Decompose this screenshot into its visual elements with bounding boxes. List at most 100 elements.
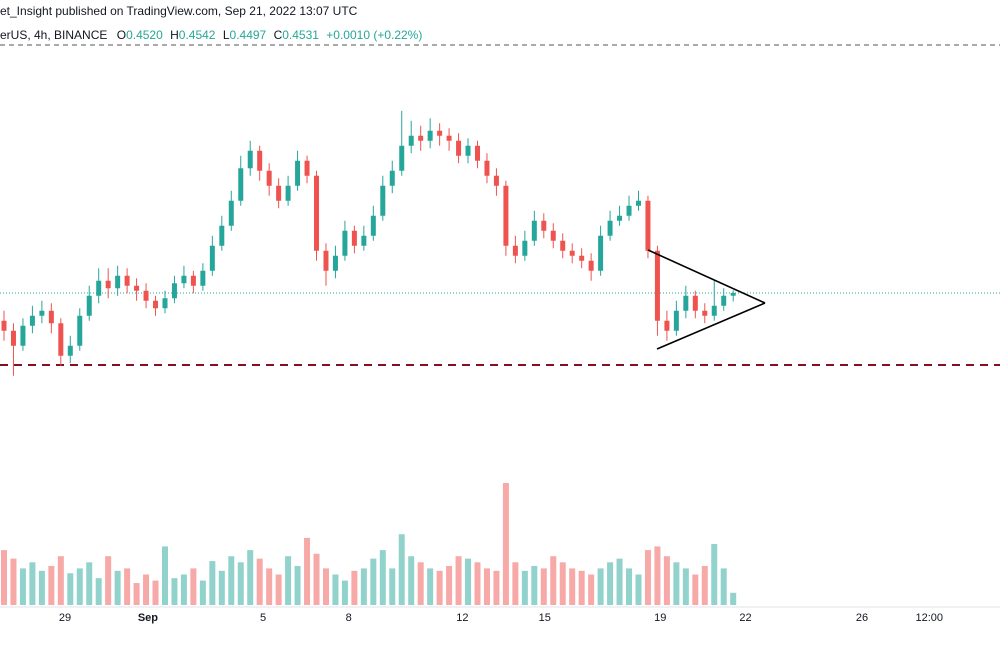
volume-bar <box>398 534 405 605</box>
volume-bar <box>531 565 538 605</box>
candle-body <box>380 185 386 216</box>
candle-body <box>664 320 670 331</box>
ohlc-key: L <box>223 28 230 42</box>
candle-body <box>115 275 121 289</box>
volume-bar <box>578 570 585 605</box>
volume-bar <box>692 574 699 605</box>
volume-bar <box>105 556 112 605</box>
candle-body <box>730 293 736 296</box>
volume-bar <box>19 568 26 605</box>
candle-body <box>96 280 102 296</box>
candle-body <box>522 240 528 256</box>
legend-line: erUS, 4h, BINANCE O0.4520 H0.4542 L0.449… <box>0 28 422 42</box>
candle-body <box>692 295 698 311</box>
candle-body <box>105 280 111 289</box>
candle-body <box>153 300 159 309</box>
candle-body <box>598 235 604 271</box>
candle-body <box>484 160 490 176</box>
candle-body <box>342 230 348 256</box>
candle-body <box>512 245 518 256</box>
candle-body <box>295 160 301 186</box>
symbol: erUS, 4h, BINANCE <box>0 28 107 42</box>
volume-bar <box>294 565 301 605</box>
x-tick-label: 19 <box>654 612 666 624</box>
volume-bar <box>711 544 718 605</box>
volume-bar <box>180 574 187 605</box>
candle-body <box>332 255 338 271</box>
candle-body <box>143 290 149 301</box>
candle-body <box>238 168 244 201</box>
volume-bar <box>228 556 235 605</box>
x-tick-label: 8 <box>346 612 352 624</box>
candle-body <box>247 150 253 169</box>
volume-bar <box>512 562 519 605</box>
candle-body <box>683 295 689 311</box>
volume-bar <box>483 568 490 605</box>
candle-body <box>569 250 575 256</box>
volume-bar <box>389 568 396 605</box>
candle-body <box>39 310 45 316</box>
volume-bar <box>607 562 614 605</box>
volume-bar <box>275 574 282 605</box>
candle-body <box>418 135 424 141</box>
volume-bar <box>332 574 339 605</box>
candle-body <box>721 295 727 306</box>
triangle-lower <box>656 302 766 350</box>
volume-bar <box>673 562 680 605</box>
candle-body <box>427 130 433 141</box>
candle-body <box>579 255 585 261</box>
ohlc-key: H <box>170 28 179 42</box>
candle-body <box>48 310 54 324</box>
volume-bar <box>730 592 737 605</box>
x-tick-label: 29 <box>59 612 71 624</box>
volume-bar <box>436 570 443 605</box>
candle-body <box>673 310 679 331</box>
ohlc-key: O <box>117 28 126 42</box>
candle-body <box>190 275 196 286</box>
volume-bar <box>161 546 168 605</box>
volume-bar <box>124 568 131 605</box>
volume-bar <box>133 583 140 605</box>
candle-body <box>162 298 168 309</box>
volume-bar <box>10 558 17 605</box>
candle-body <box>550 230 556 241</box>
candle-body <box>276 185 282 201</box>
candle-body <box>361 235 367 246</box>
volume-bar <box>67 573 74 605</box>
volume-bar <box>360 568 367 605</box>
volume-bar <box>379 550 386 605</box>
candle-body <box>257 150 263 171</box>
ohlc-value: 0.4497 <box>230 28 267 42</box>
candle-body <box>266 170 272 186</box>
volume-bar <box>86 562 93 605</box>
volume-bar <box>1 550 7 605</box>
volume-bar <box>266 568 273 605</box>
volume-bar <box>616 558 623 605</box>
candle-body <box>77 315 83 346</box>
volume-bar <box>114 570 121 605</box>
candle-body <box>228 200 234 226</box>
candle-body <box>209 245 215 271</box>
volume-bar <box>304 537 311 605</box>
triangle-upper <box>647 249 766 304</box>
volume-bar <box>76 568 83 605</box>
x-tick-label: 12 <box>456 612 468 624</box>
x-tick-label: 22 <box>739 612 751 624</box>
candle-body <box>1 320 7 331</box>
volume-bar <box>559 562 566 605</box>
candle-body <box>86 295 92 316</box>
volume-bar <box>209 561 216 605</box>
candle-body <box>446 135 452 141</box>
volume-bar <box>199 580 206 605</box>
candle-body <box>389 170 395 186</box>
volume-bar <box>370 558 377 605</box>
volume-bar <box>218 570 225 605</box>
volume-bar <box>701 565 708 605</box>
candle-body <box>370 215 376 236</box>
volume-bar <box>48 565 55 605</box>
x-tick-label: 15 <box>539 612 551 624</box>
candle-body <box>635 200 641 206</box>
volume-bar <box>465 558 472 605</box>
candle-body <box>124 275 130 286</box>
candle-body <box>304 160 310 176</box>
